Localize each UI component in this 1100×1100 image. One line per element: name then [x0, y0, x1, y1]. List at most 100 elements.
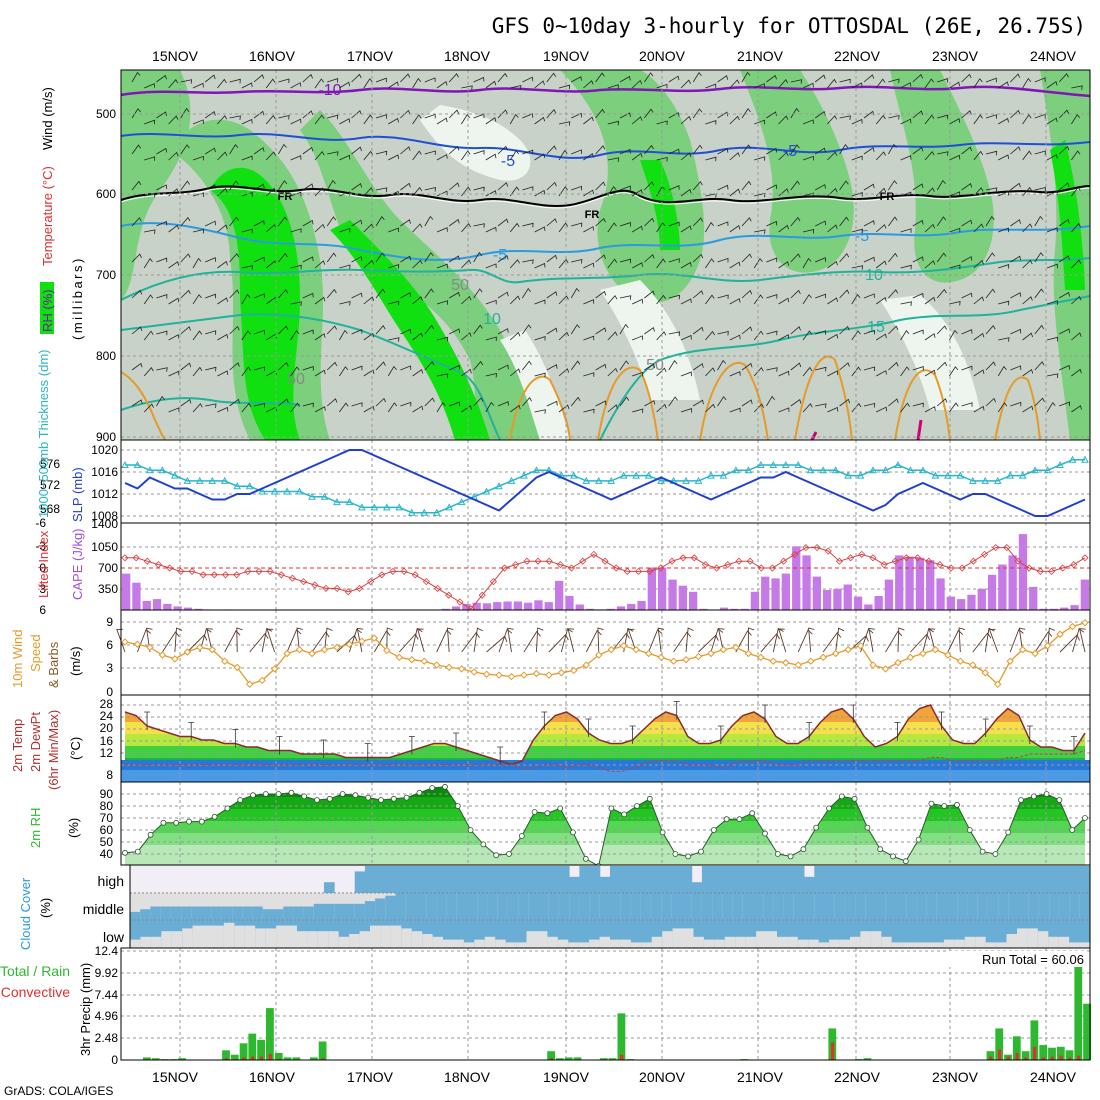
- wind-barb: [241, 402, 252, 413]
- lifted-index-marker: [791, 550, 799, 558]
- cloud-low-bar: [317, 931, 329, 948]
- wind-barb: [388, 154, 399, 161]
- wind-barb: [302, 292, 314, 299]
- wind-barb: [229, 362, 240, 371]
- wind-barb: [261, 627, 273, 653]
- wind-barb: [924, 187, 935, 197]
- wind-barb: [610, 632, 630, 653]
- cloud-low-bar: [557, 939, 569, 948]
- wind-barb: [400, 73, 411, 83]
- temp-tick: 8: [106, 768, 113, 782]
- cloud-middle-bar: [252, 906, 264, 920]
- wind-barb: [705, 221, 715, 233]
- wind-barb: [546, 291, 558, 299]
- wind-barb: [473, 360, 484, 371]
- wind-barb: [888, 289, 899, 299]
- cloud-low-bg: [954, 920, 966, 948]
- thickness-marker: [993, 476, 1002, 484]
- bottom-date-label: 17NOV: [347, 1069, 394, 1085]
- wind-barb: [875, 297, 887, 305]
- rh-marker: [403, 794, 410, 801]
- bottom-date-label: 18NOV: [444, 1069, 491, 1085]
- rh-marker: [467, 827, 474, 833]
- wind-barb: [522, 259, 534, 264]
- wind-axis-label: Wind (m/s): [40, 87, 55, 150]
- wind-barb: [205, 366, 217, 372]
- rh-axis-label: RH (%): [40, 289, 55, 332]
- wind-barb: [217, 151, 228, 161]
- wind-barb: [766, 220, 778, 227]
- cloud-high-bar: [569, 876, 580, 893]
- wind-barb: [705, 156, 717, 162]
- cape-bar: [884, 579, 894, 610]
- wind-label-3: & Barbs: [46, 641, 61, 688]
- wind-barb: [644, 217, 655, 227]
- cloud-middle-bar: [1038, 893, 1050, 920]
- lifted-index-tick: -6: [35, 516, 46, 530]
- wind-barb: [875, 333, 887, 341]
- lifted-index-line: [125, 547, 1086, 610]
- thickness-marker: [320, 492, 329, 500]
- wind-speed-marker: [981, 669, 989, 677]
- rh-marker: [992, 851, 999, 857]
- wind-barb: [351, 402, 363, 407]
- wind-barb: [510, 84, 522, 90]
- wind-barb: [998, 264, 1010, 269]
- rh-line: [124, 786, 1086, 867]
- wind-barb: [949, 264, 961, 270]
- cape-tick: 350: [98, 582, 118, 596]
- wind-speed-marker: [894, 659, 902, 667]
- wind-barb: [1046, 227, 1058, 233]
- cloud-high-bar: [324, 882, 335, 893]
- lifted-index-marker: [545, 557, 553, 565]
- rh-marker: [390, 795, 397, 802]
- wind-barb: [339, 227, 351, 233]
- rh-marker: [544, 810, 551, 817]
- cape-bar: [699, 608, 708, 610]
- thickness-tick: 572: [40, 478, 60, 492]
- wind-speed-marker: [420, 657, 428, 665]
- wind-barb: [766, 330, 778, 336]
- bottom-date-label: 24NOV: [1030, 1069, 1077, 1085]
- temp-grid: [121, 695, 1090, 782]
- lifted-index-markers: [121, 544, 1089, 613]
- cloud-middle-bar: [875, 893, 887, 920]
- wind-barb: [449, 401, 460, 407]
- lifted-index-marker: [188, 567, 196, 575]
- wind-barb: [656, 294, 666, 305]
- cloud-middle-bar: [507, 893, 519, 920]
- wind-barb: [822, 631, 842, 653]
- lifted-index-tick: 3: [39, 582, 46, 596]
- wind-barb: [424, 150, 436, 156]
- wind-speed-marker: [919, 649, 927, 658]
- wind-barb: [876, 370, 887, 377]
- lifted-index-marker: [724, 561, 732, 569]
- cloud-low-bg: [902, 920, 914, 948]
- cloud-middle-bar: [140, 909, 151, 920]
- wind-barb: [607, 186, 617, 197]
- wind-barb: [607, 367, 618, 377]
- cloud-high-bar: [456, 866, 468, 893]
- wind-speed-marker: [856, 642, 865, 650]
- wind-barb: [302, 329, 314, 335]
- cloud-middle-bar: [650, 893, 662, 920]
- cape-bar: [895, 555, 904, 610]
- wind-barb: [619, 295, 632, 300]
- wind-barb: [607, 120, 619, 126]
- cape-bar: [987, 574, 997, 610]
- cloud-middle-bar: [283, 906, 294, 920]
- wind-speed-marker: [807, 657, 815, 665]
- wind-barb: [278, 216, 288, 227]
- wind-barb: [558, 295, 569, 305]
- cloud-middle-bar: [150, 906, 162, 920]
- wind-barb: [741, 253, 752, 263]
- cape-bar: [678, 585, 687, 610]
- wind-barb: [876, 406, 887, 413]
- wind-barb: [1022, 296, 1033, 305]
- wind-barb: [1034, 77, 1046, 83]
- wind-barb: [875, 78, 886, 89]
- precip-tick: 0: [111, 1053, 118, 1067]
- precip-total-bar: [151, 1058, 160, 1060]
- wind-barb: [302, 183, 314, 191]
